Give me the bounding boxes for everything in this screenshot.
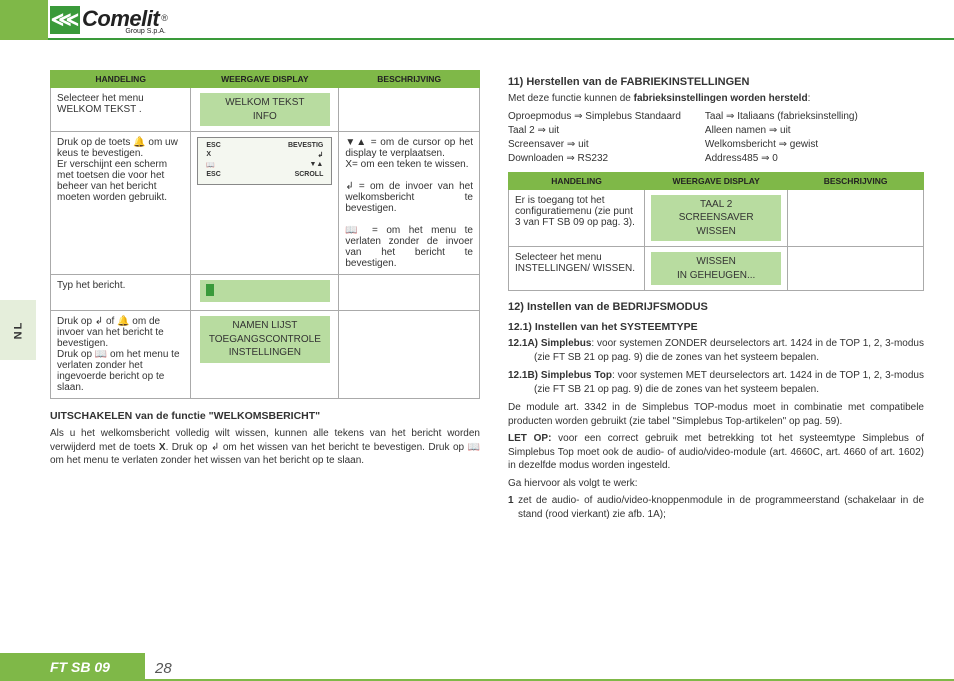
language-tab: NL bbox=[0, 300, 36, 360]
th-desc: BESCHRIJVING bbox=[339, 71, 480, 88]
brand-name: Comelit bbox=[82, 6, 159, 31]
default-l-2: Screensaver ⇒ uit bbox=[508, 138, 681, 152]
cell-r3-display bbox=[191, 275, 339, 311]
cell-r1-action: Selecteer het menu WELKOM TEKST . bbox=[51, 88, 191, 132]
page-footer: FT SB 09 28 bbox=[0, 651, 954, 681]
language-tab-label: NL bbox=[12, 321, 24, 340]
cell-r1-desc bbox=[339, 88, 480, 132]
sec12a-body: : voor systemen ZONDER deurselectors art… bbox=[534, 338, 924, 363]
default-l-0: Oproepmodus ⇒ Simplebus Standaard bbox=[508, 110, 681, 124]
sec12-p2-body: voor een correct gebruik met betrekking … bbox=[508, 433, 924, 471]
chip-bevestig: BEVESTIG bbox=[288, 142, 323, 149]
defaults-grid: Oproepmodus ⇒ Simplebus Standaard Taal 2… bbox=[508, 110, 924, 166]
th-display: WEERGAVE DISPLAY bbox=[191, 71, 339, 88]
chip-book-icon: 📖 bbox=[206, 161, 215, 169]
page-content: HANDELING WEERGAVE DISPLAY BESCHRIJVING … bbox=[50, 70, 924, 631]
display-taal2: TAAL 2 SCREENSAVER WISSEN bbox=[651, 195, 781, 242]
sec12-step1: 1 zet de audio- of audio/video-knoppenmo… bbox=[518, 494, 924, 521]
chip-esc-2: ESC bbox=[206, 171, 220, 178]
disable-heading: UITSCHAKELEN van de functie "WELKOMSBERI… bbox=[50, 409, 480, 423]
cell-r4-action: Druk op ↲ of 🔔 om de invoer van het beri… bbox=[51, 311, 191, 399]
keypad-chip: ESC BEVESTIG X ↲ 📖 ▼▲ ESC SCROLL bbox=[197, 137, 332, 185]
display-namen-lijst: NAMEN LIJST TOEGANGSCONTROLE INSTELLINGE… bbox=[200, 316, 330, 363]
disable-heading-text: UITSCHAKELEN van de functie "WELKOMSBERI… bbox=[50, 410, 320, 422]
reset-r1-desc bbox=[788, 189, 924, 247]
disable-body-4: om het menu te verlaten zonder het wisse… bbox=[50, 455, 364, 466]
sec11-intro: Met deze functie kunnen de fabrieksinste… bbox=[508, 92, 924, 106]
th-action: HANDELING bbox=[51, 71, 191, 88]
cell-r3-action: Typ het bericht. bbox=[51, 275, 191, 311]
th-desc-2: BESCHRIJVING bbox=[788, 172, 924, 189]
default-r-3: Address485 ⇒ 0 bbox=[705, 152, 858, 166]
logo-mark-icon: ⋘ bbox=[50, 6, 80, 34]
cell-r4-display: NAMEN LIJST TOEGANGSCONTROLE INSTELLINGE… bbox=[191, 311, 339, 399]
book-icon-inline: 📖 bbox=[468, 442, 480, 453]
defaults-col-right: Taal ⇒ Italiaans (fabrieksinstelling) Al… bbox=[705, 110, 858, 166]
th-display-2: WEERGAVE DISPLAY bbox=[645, 172, 788, 189]
default-l-1: Taal 2 ⇒ uit bbox=[508, 124, 681, 138]
cell-r2-display: ESC BEVESTIG X ↲ 📖 ▼▲ ESC SCROLL bbox=[191, 132, 339, 275]
procedure-table-reset: HANDELING WEERGAVE DISPLAY BESCHRIJVING … bbox=[508, 172, 924, 292]
sec12a-label: 12.1A) Simplebus bbox=[508, 338, 591, 349]
sec12b-label: 12.1B) Simplebus Top bbox=[508, 370, 612, 381]
right-column: 11) Herstellen van de FABRIEKINSTELLINGE… bbox=[508, 70, 924, 631]
reset-r1-action: Er is toegang tot het configuratiemenu (… bbox=[509, 189, 645, 247]
sec12-p3: Ga hiervoor als volgt te werk: bbox=[508, 477, 924, 491]
chip-esc-1: ESC bbox=[206, 142, 220, 149]
display-cursor-box bbox=[200, 280, 330, 302]
sec12-p1: De module art. 3342 in de Simplebus TOP-… bbox=[508, 401, 924, 428]
disable-body-2: . Druk op bbox=[166, 442, 211, 453]
brand-registered: ® bbox=[161, 13, 168, 23]
th-action-2: HANDELING bbox=[509, 172, 645, 189]
sec12-title: 12) Instellen van de BEDRIJFSMODUS bbox=[508, 301, 924, 313]
display-welkom-tekst: WELKOM TEKST INFO bbox=[200, 93, 330, 126]
cell-r2-desc: ▼▲ = om de cursor op het display te verp… bbox=[339, 132, 480, 275]
cell-r1-display: WELKOM TEKST INFO bbox=[191, 88, 339, 132]
footer-page-number: 28 bbox=[155, 660, 172, 677]
cell-r4-desc bbox=[339, 311, 480, 399]
brand-logo: ⋘ Comelit® Group S.p.A. bbox=[50, 4, 168, 36]
sec12-p2: LET OP: voor een correct gebruik met bet… bbox=[508, 432, 924, 473]
defaults-col-left: Oproepmodus ⇒ Simplebus Standaard Taal 2… bbox=[508, 110, 681, 166]
default-r-2: Welkomsbericht ⇒ gewist bbox=[705, 138, 858, 152]
reset-r2-action: Selecteer het menu INSTELLINGEN/ WISSEN. bbox=[509, 247, 645, 291]
left-column: HANDELING WEERGAVE DISPLAY BESCHRIJVING … bbox=[50, 70, 480, 631]
sec12-p2-lead: LET OP: bbox=[508, 433, 551, 444]
reset-r2-display: WISSEN IN GEHEUGEN... bbox=[645, 247, 788, 291]
disable-body-3: om het wissen van het bericht te bevesti… bbox=[219, 442, 467, 453]
disable-body: Als u het welkomsbericht volledig wilt w… bbox=[50, 427, 480, 468]
footer-doc-ref: FT SB 09 bbox=[0, 653, 145, 681]
default-r-1: Alleen namen ⇒ uit bbox=[705, 124, 858, 138]
sec11-title: 11) Herstellen van de FABRIEKINSTELLINGE… bbox=[508, 76, 924, 88]
key-x-inline: X bbox=[159, 442, 166, 453]
reset-r1-display: TAAL 2 SCREENSAVER WISSEN bbox=[645, 189, 788, 247]
reset-r2-desc bbox=[788, 247, 924, 291]
chip-enter-icon: ↲ bbox=[317, 151, 323, 159]
header-accent bbox=[0, 0, 48, 40]
default-l-3: Downloaden ⇒ RS232 bbox=[508, 152, 681, 166]
chip-scroll: SCROLL bbox=[295, 171, 324, 178]
cell-r3-desc bbox=[339, 275, 480, 311]
sec12-sub1: 12.1) Instellen van het SYSTEEMTYPE bbox=[508, 321, 924, 333]
sec12b: 12.1B) Simplebus Top: voor systemen MET … bbox=[534, 369, 924, 396]
chip-scroll-icon: ▼▲ bbox=[310, 161, 324, 169]
display-wissen: WISSEN IN GEHEUGEN... bbox=[651, 252, 781, 285]
default-r-0: Taal ⇒ Italiaans (fabrieksinstelling) bbox=[705, 110, 858, 124]
cell-r2-action: Druk op de toets 🔔 om uw keus te bevesti… bbox=[51, 132, 191, 275]
procedure-table-welcome: HANDELING WEERGAVE DISPLAY BESCHRIJVING … bbox=[50, 70, 480, 399]
header-bar: ⋘ Comelit® Group S.p.A. bbox=[0, 0, 954, 40]
sec12a: 12.1A) Simplebus: voor systemen ZONDER d… bbox=[534, 337, 924, 364]
sec12-step1-body: zet de audio- of audio/video-knoppenmodu… bbox=[514, 495, 924, 520]
chip-x: X bbox=[206, 151, 211, 159]
